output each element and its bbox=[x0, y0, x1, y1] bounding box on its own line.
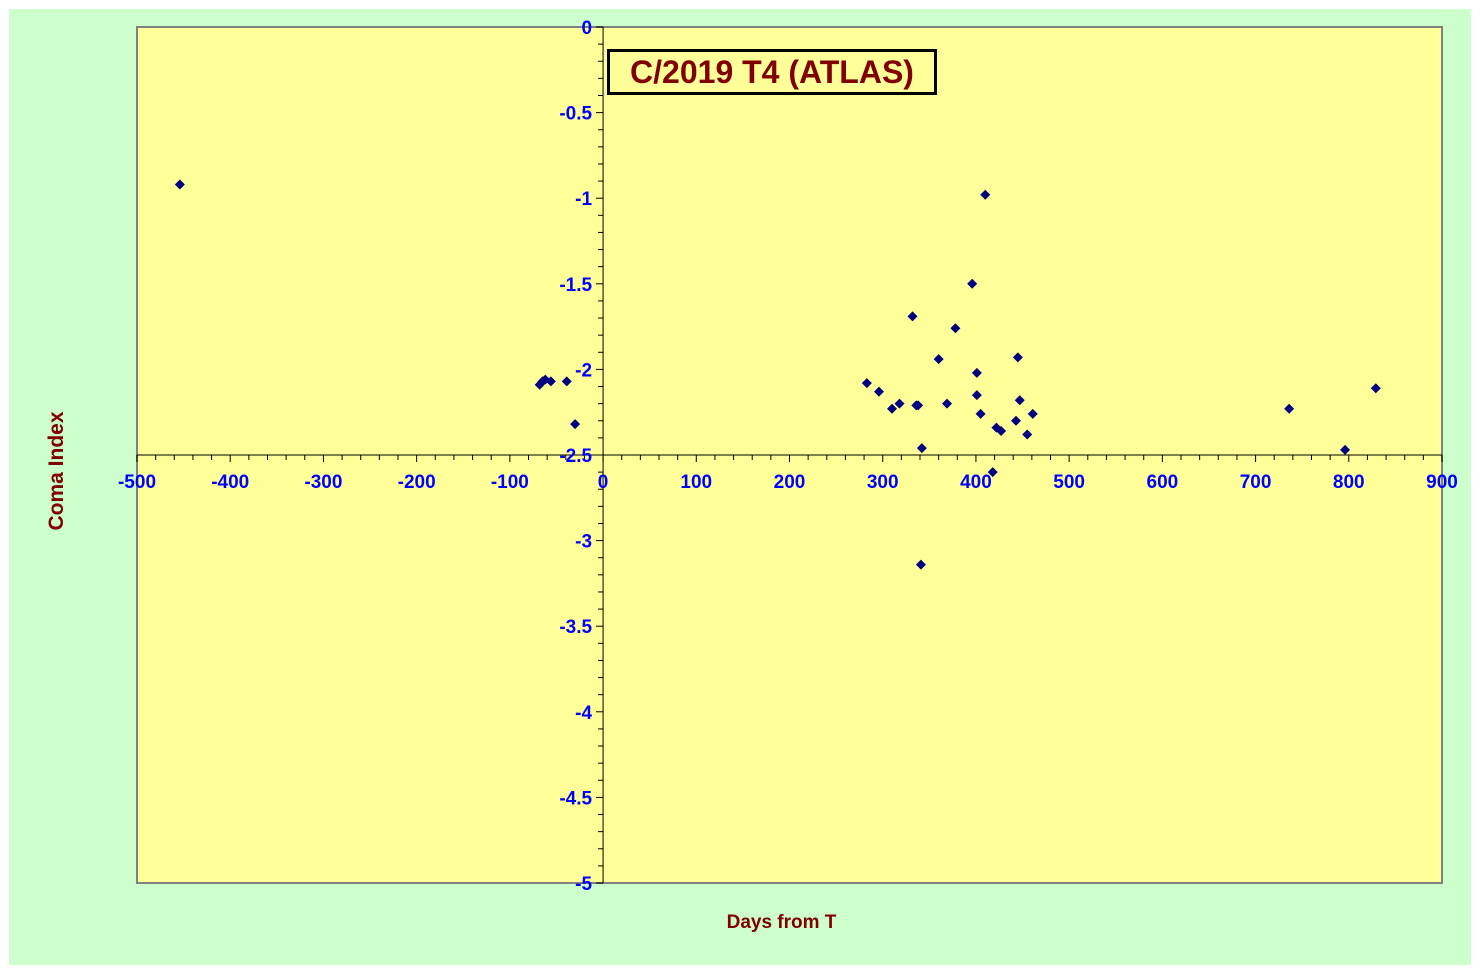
data-point bbox=[1370, 383, 1381, 394]
data-point bbox=[996, 426, 1007, 437]
y-tick-label: -3 bbox=[575, 532, 592, 553]
x-tick-label: -300 bbox=[304, 472, 342, 493]
data-point bbox=[916, 443, 927, 454]
x-tick-label: -400 bbox=[211, 472, 249, 493]
x-tick-label: 500 bbox=[1053, 472, 1085, 493]
data-point bbox=[915, 559, 926, 570]
y-tick-label: -2 bbox=[575, 360, 592, 381]
x-tick-label: -100 bbox=[491, 472, 529, 493]
data-point bbox=[861, 378, 872, 389]
data-point bbox=[1340, 444, 1351, 455]
data-point bbox=[545, 376, 556, 387]
data-point bbox=[950, 323, 961, 334]
data-point bbox=[887, 403, 898, 414]
data-point bbox=[907, 311, 918, 322]
data-point bbox=[174, 179, 185, 190]
data-point bbox=[967, 278, 978, 289]
y-tick-label: 0 bbox=[581, 18, 592, 39]
data-point bbox=[1027, 408, 1038, 419]
chart-area: -500 -400 -300 -200 -100 0 100 200 300 400 500 600 7… bbox=[9, 9, 1471, 965]
x-tick-label: 900 bbox=[1426, 472, 1458, 493]
data-point bbox=[1022, 429, 1033, 440]
data-point bbox=[873, 386, 884, 397]
x-tick-label: -200 bbox=[398, 472, 436, 493]
x-tick-label: 400 bbox=[960, 472, 992, 493]
x-tick-label: -500 bbox=[118, 472, 156, 493]
y-tick-label: -3.5 bbox=[559, 617, 592, 638]
y-axis-title: Coma Index bbox=[45, 411, 68, 531]
x-tick-label: 600 bbox=[1147, 472, 1179, 493]
x-tick-label: 200 bbox=[774, 472, 806, 493]
y-tick-label: -4 bbox=[575, 703, 592, 724]
scatter-plot: -500 -400 -300 -200 -100 0 100 200 300 400 500 600 7… bbox=[118, 18, 1458, 895]
y-tick-label: -4.5 bbox=[559, 788, 592, 809]
data-point bbox=[1012, 352, 1023, 363]
y-tick-label: -5 bbox=[575, 874, 592, 895]
x-tick-label: 700 bbox=[1240, 472, 1272, 493]
y-tick-label: -1.5 bbox=[559, 275, 592, 296]
data-point bbox=[1011, 415, 1022, 426]
x-tick-label: 800 bbox=[1333, 472, 1365, 493]
data-point bbox=[933, 354, 944, 365]
data-point bbox=[561, 376, 572, 387]
y-tick-label: -0.5 bbox=[559, 104, 592, 125]
x-tick-label: 300 bbox=[867, 472, 899, 493]
chart-title: C/2019 T4 (ATLAS) bbox=[607, 49, 937, 95]
data-point bbox=[987, 467, 998, 478]
x-tick-label: 0 bbox=[598, 472, 609, 493]
y-tick-label: -1 bbox=[575, 189, 592, 210]
data-point bbox=[975, 408, 986, 419]
data-point bbox=[971, 367, 982, 378]
x-tick-label: 100 bbox=[680, 472, 712, 493]
data-point bbox=[1284, 403, 1295, 414]
data-point bbox=[971, 390, 982, 401]
data-point bbox=[570, 419, 581, 430]
data-point bbox=[913, 400, 924, 411]
data-point bbox=[894, 398, 905, 409]
data-point bbox=[1014, 395, 1025, 406]
y-tick-label: -2.5 bbox=[559, 446, 592, 467]
data-point bbox=[980, 189, 991, 200]
data-point bbox=[942, 398, 953, 409]
x-axis-title: Days from T bbox=[726, 912, 837, 933]
